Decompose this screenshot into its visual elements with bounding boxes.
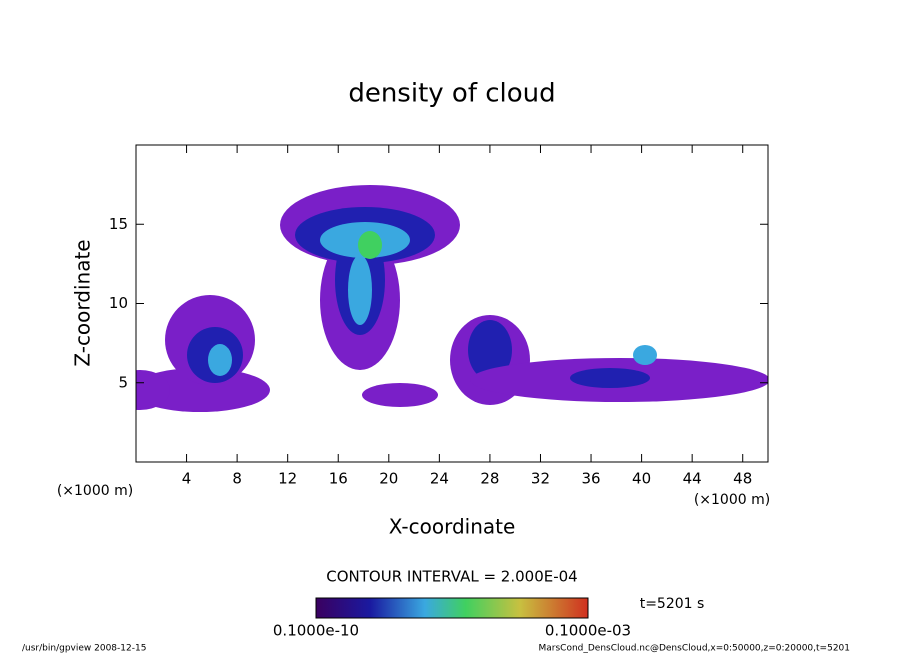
- footer-left: /usr/bin/gpview 2008-12-15: [22, 644, 146, 654]
- x-unit: (×1000 m): [694, 492, 770, 508]
- x-tick-label: 20: [379, 470, 398, 488]
- y-tick-label: 15: [109, 215, 128, 233]
- colorbar-label: 0.1000e-03: [545, 622, 631, 640]
- x-tick-label: 4: [182, 470, 192, 488]
- x-axis-label: X-coordinate: [389, 515, 516, 539]
- colorbar: [315, 597, 589, 619]
- y-axis-label: Z-coordinate: [71, 239, 95, 366]
- contour-interval: CONTOUR INTERVAL = 2.000E-04: [326, 568, 577, 586]
- x-tick-label: 16: [329, 470, 348, 488]
- x-tick-label: 48: [733, 470, 752, 488]
- x-tick-label: 44: [683, 470, 702, 488]
- x-tick-label: 32: [531, 470, 550, 488]
- y-tick-label: 5: [118, 373, 128, 391]
- footer-right: MarsCond_DensCloud.nc@DensCloud,x=0:5000…: [539, 644, 851, 654]
- y-unit: (×1000 m): [57, 483, 133, 499]
- x-tick-label: 36: [581, 470, 600, 488]
- time-label: t=5201 s: [640, 596, 705, 612]
- y-tick-label: 10: [109, 294, 128, 312]
- chart-title: density of cloud: [348, 79, 555, 109]
- x-tick-label: 8: [232, 470, 242, 488]
- contour-field: [136, 185, 768, 412]
- x-tick-label: 24: [430, 470, 449, 488]
- colorbar-label: 0.1000e-10: [273, 622, 359, 640]
- x-tick-label: 28: [480, 470, 499, 488]
- x-tick-label: 12: [278, 470, 297, 488]
- x-tick-label: 40: [632, 470, 651, 488]
